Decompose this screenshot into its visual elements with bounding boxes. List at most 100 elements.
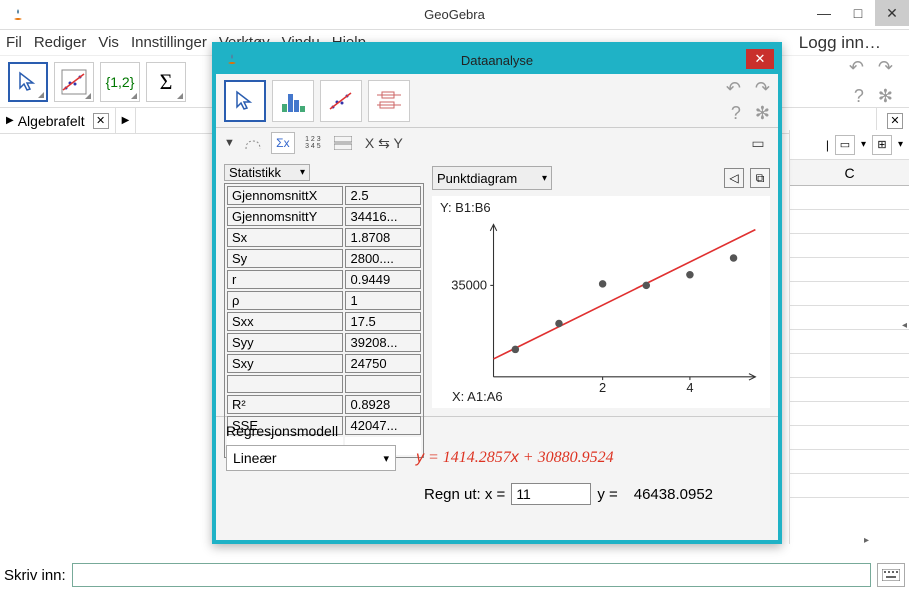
maximize-button[interactable]: □ [841, 0, 875, 26]
stat-name: Sy [227, 249, 343, 268]
settings-button[interactable]: ✻ [878, 86, 893, 107]
sheet-row[interactable] [790, 186, 909, 210]
stat-name: R² [227, 395, 343, 414]
chart-nav-button[interactable]: ◁ [724, 168, 744, 188]
stat-value: 39208... [345, 333, 421, 352]
minimize-button[interactable]: — [807, 0, 841, 26]
format-button[interactable]: ▭ [835, 135, 855, 155]
statistics-selector[interactable]: Statistikk [224, 164, 310, 181]
export-icon[interactable]: ▭ [746, 132, 770, 154]
dropdown-icon[interactable]: ▼ [224, 137, 235, 149]
boxplot-tool[interactable] [368, 80, 410, 122]
stat-value: 2.5 [345, 186, 421, 205]
column-header-c[interactable]: C [790, 160, 909, 186]
scroll-right-icon[interactable]: ▸ [864, 535, 869, 546]
undo-button[interactable]: ↶ [849, 57, 864, 78]
close-button[interactable]: ✕ [875, 0, 909, 26]
sheet-row[interactable] [790, 474, 909, 498]
swap-xy-button[interactable]: X ⇆ Y [365, 135, 403, 152]
dropdown-icon[interactable]: ▾ [861, 139, 866, 150]
scroll-left-icon[interactable]: ◂ [902, 320, 907, 331]
dialog-body: Statistikk GjennomsnittX2.5GjennomsnittY… [216, 158, 778, 416]
algebra-panel-tab[interactable]: ▶ Algebrafelt ✕ [0, 108, 116, 133]
histogram-tool[interactable] [272, 80, 314, 122]
y-equals-label: y = [597, 486, 617, 503]
sheet-row[interactable] [790, 282, 909, 306]
scatter-tool[interactable] [320, 80, 362, 122]
sheet-row[interactable] [790, 258, 909, 282]
dialog-toolbar: ↶ ↷ ? ✻ [216, 74, 778, 128]
sum-tool[interactable]: Σ [146, 62, 186, 102]
x-input[interactable] [511, 483, 591, 505]
sheet-row[interactable] [790, 402, 909, 426]
stat-name: GjennomsnittX [227, 186, 343, 205]
help-button[interactable]: ? [854, 86, 864, 107]
graphics-panel-tab[interactable]: ▶ [116, 108, 137, 133]
spreadsheet-close[interactable]: ✕ [887, 113, 903, 129]
stat-value: 34416... [345, 207, 421, 226]
window-title: GeoGebra [424, 7, 485, 22]
menu-rediger[interactable]: Rediger [34, 34, 87, 51]
stat-value: 0.9449 [345, 270, 421, 289]
stats-row: Sx1.8708 [227, 228, 421, 247]
menu-innstillinger[interactable]: Innstillinger [131, 34, 207, 51]
chart-type-selector[interactable]: Punktdiagram [432, 166, 552, 190]
x-axis-label: X: A1:A6 [452, 389, 503, 404]
settings-button[interactable]: ✻ [755, 103, 770, 124]
chart-panel: Punktdiagram ◁ ⧉ Y: B1:B6 3500024 X: A1:… [432, 164, 770, 408]
dialog-close-button[interactable]: ✕ [746, 49, 774, 69]
stats-row: ρ1 [227, 291, 421, 310]
sheet-row[interactable] [790, 306, 909, 330]
select-tool-icon[interactable] [241, 132, 265, 154]
stat-name: Syy [227, 333, 343, 352]
chart-popout-button[interactable]: ⧉ [750, 168, 770, 188]
sheet-row[interactable] [790, 234, 909, 258]
dialog-titlebar[interactable]: Dataanalyse ✕ [216, 46, 778, 74]
undo-redo-group: ↶ ↷ ? ✻ [849, 57, 901, 107]
stat-value: 1 [345, 291, 421, 310]
statistics-table: GjennomsnittX2.5GjennomsnittY34416...Sx1… [224, 183, 424, 458]
command-input[interactable] [72, 563, 871, 587]
stats-row: Sxy24750 [227, 354, 421, 373]
stats-row: Syy39208... [227, 333, 421, 352]
stat-name: Sx [227, 228, 343, 247]
stats-row: Sy2800.... [227, 249, 421, 268]
analysis-tool[interactable] [54, 62, 94, 102]
chart-controls: Punktdiagram ◁ ⧉ [432, 164, 770, 192]
algebra-close[interactable]: ✕ [93, 113, 109, 129]
list-tool[interactable]: {1,2} [100, 62, 140, 102]
calculate-row: Regn ut: x = y = 46438.0952 [424, 483, 768, 505]
grid-button[interactable]: ⊞ [872, 135, 892, 155]
separator-icon: | [826, 138, 829, 152]
help-button[interactable]: ? [731, 103, 741, 124]
chart-area[interactable]: Y: B1:B6 3500024 X: A1:A6 [432, 196, 770, 408]
sheet-row[interactable] [790, 354, 909, 378]
move-tool[interactable] [224, 80, 266, 122]
sheet-row[interactable] [790, 330, 909, 354]
sheet-row[interactable] [790, 378, 909, 402]
move-tool[interactable] [8, 62, 48, 102]
stat-name: Sxy [227, 354, 343, 373]
regression-model-selector[interactable]: Lineær [226, 445, 396, 471]
data-analysis-dialog: Dataanalyse ✕ ↶ ↷ ? ✻ ▼ [212, 42, 782, 544]
redo-button[interactable]: ↷ [755, 78, 770, 99]
menu-fil[interactable]: Fil [6, 34, 22, 51]
sheet-row[interactable] [790, 450, 909, 474]
dialog-secondbar: ▼ Σx 1 2 33 4 5 X ⇆ Y ▭ [216, 128, 778, 158]
svg-text:4: 4 [686, 380, 693, 395]
sheet-row[interactable] [790, 426, 909, 450]
undo-button[interactable]: ↶ [726, 78, 741, 99]
statistics-panel: Statistikk GjennomsnittX2.5GjennomsnittY… [224, 164, 424, 408]
keyboard-button[interactable] [877, 563, 905, 587]
sigma-x-button[interactable]: Σx [271, 132, 295, 154]
table-icon[interactable] [331, 132, 355, 154]
numbers-icon[interactable]: 1 2 33 4 5 [301, 132, 325, 154]
window-controls: — □ ✕ [807, 0, 909, 26]
dropdown-icon[interactable]: ▾ [898, 139, 903, 150]
redo-button[interactable]: ↷ [878, 57, 893, 78]
expand-icon: ▶ [122, 115, 130, 126]
sheet-row[interactable] [790, 210, 909, 234]
stat-name: GjennomsnittY [227, 207, 343, 226]
login-link[interactable]: Logg inn… [799, 33, 881, 53]
menu-vis[interactable]: Vis [98, 34, 119, 51]
